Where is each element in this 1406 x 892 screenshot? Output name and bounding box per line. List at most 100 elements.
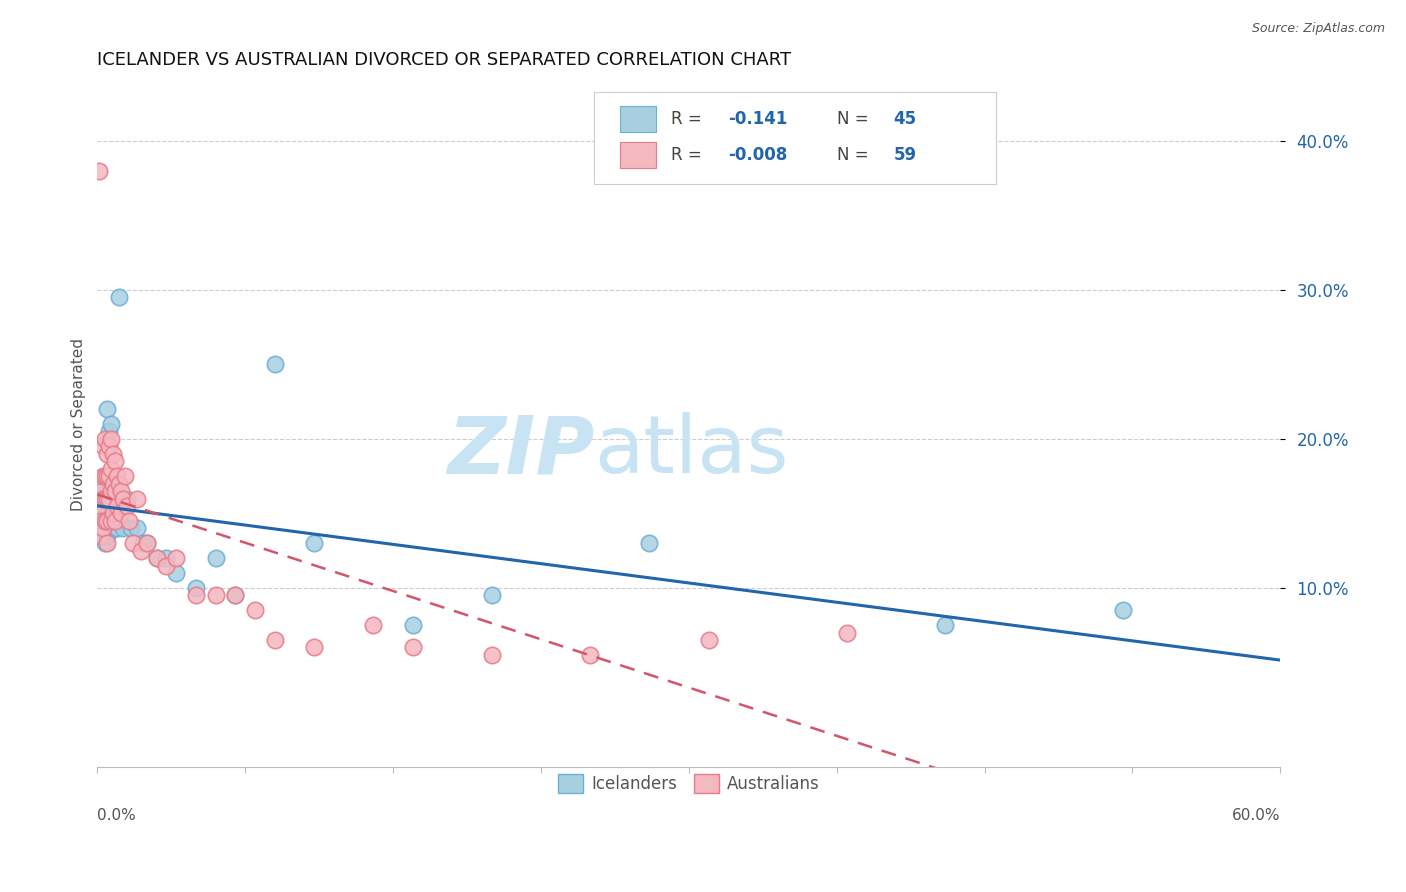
Point <box>91 439 114 453</box>
Text: ICELANDER VS AUSTRALIAN DIVORCED OR SEPARATED CORRELATION CHART: ICELANDER VS AUSTRALIAN DIVORCED OR SEPA… <box>97 51 792 69</box>
Text: 59: 59 <box>893 145 917 163</box>
Point <box>94 514 117 528</box>
Point <box>105 499 128 513</box>
Point <box>402 618 425 632</box>
Point <box>94 469 117 483</box>
Point <box>90 491 112 506</box>
Point <box>100 417 122 431</box>
Point <box>135 536 157 550</box>
Point <box>100 461 122 475</box>
Text: -0.141: -0.141 <box>728 110 787 128</box>
Point <box>115 499 138 513</box>
Point <box>96 402 118 417</box>
Point <box>184 581 207 595</box>
Point <box>120 521 142 535</box>
Point <box>697 633 720 648</box>
Point <box>165 551 187 566</box>
Point <box>91 484 114 499</box>
Point <box>155 551 177 566</box>
Point <box>114 469 136 483</box>
Point <box>835 625 858 640</box>
Point <box>94 491 117 506</box>
Point <box>90 484 112 499</box>
Point <box>98 425 121 439</box>
Point <box>100 432 122 446</box>
Text: R =: R = <box>671 110 702 128</box>
Point <box>121 536 143 550</box>
Text: 60.0%: 60.0% <box>1232 808 1281 823</box>
Point <box>91 521 114 535</box>
Text: 0.0%: 0.0% <box>97 808 136 823</box>
Point <box>96 491 118 506</box>
Point <box>402 640 425 655</box>
Point <box>101 507 124 521</box>
Point <box>89 163 111 178</box>
Point <box>145 551 167 566</box>
Point <box>115 491 138 506</box>
Point <box>90 521 112 535</box>
Point <box>111 491 134 506</box>
Point <box>481 588 503 602</box>
Point <box>89 499 111 513</box>
Point <box>91 491 114 506</box>
Point <box>1111 603 1133 617</box>
Y-axis label: Divorced or Separated: Divorced or Separated <box>72 337 86 510</box>
Point <box>94 491 117 506</box>
Point <box>638 536 661 550</box>
Point <box>89 507 111 521</box>
Point <box>129 543 152 558</box>
Point <box>481 648 503 662</box>
Point <box>243 603 266 617</box>
Point <box>104 514 127 528</box>
Point <box>204 551 226 566</box>
Text: 45: 45 <box>893 110 917 128</box>
Point <box>125 521 148 535</box>
Text: Source: ZipAtlas.com: Source: ZipAtlas.com <box>1251 22 1385 36</box>
Point <box>91 507 114 521</box>
Point <box>110 484 132 499</box>
Point <box>96 514 118 528</box>
Point <box>100 484 122 499</box>
Point <box>579 648 602 662</box>
Point <box>934 618 956 632</box>
Point <box>105 521 128 535</box>
Point <box>224 588 246 602</box>
Point <box>94 514 117 528</box>
FancyBboxPatch shape <box>620 106 655 132</box>
Point <box>96 484 118 499</box>
Point <box>90 529 112 543</box>
Point <box>90 514 112 528</box>
Text: N =: N = <box>837 145 869 163</box>
Point <box>105 469 128 483</box>
Point <box>184 588 207 602</box>
Point <box>363 618 385 632</box>
Point <box>263 358 285 372</box>
Point <box>165 566 187 580</box>
Point <box>118 514 141 528</box>
Point <box>104 499 127 513</box>
Legend: Icelanders, Australians: Icelanders, Australians <box>551 767 827 799</box>
Point <box>105 499 128 513</box>
Point <box>108 476 131 491</box>
Point <box>100 499 122 513</box>
Point <box>101 476 124 491</box>
Point <box>302 536 325 550</box>
Point <box>98 469 121 483</box>
Point <box>104 484 127 499</box>
Text: -0.008: -0.008 <box>728 145 787 163</box>
Point <box>125 491 148 506</box>
Text: N =: N = <box>837 110 869 128</box>
Point <box>91 529 114 543</box>
Point <box>131 536 153 550</box>
Point <box>98 507 121 521</box>
Point <box>98 439 121 453</box>
Point <box>111 521 134 535</box>
Text: atlas: atlas <box>595 412 789 491</box>
Point <box>104 521 127 535</box>
Point <box>100 514 122 528</box>
Point <box>108 290 131 304</box>
Point <box>204 588 226 602</box>
Point <box>155 558 177 573</box>
Point <box>101 521 124 535</box>
FancyBboxPatch shape <box>595 92 997 184</box>
